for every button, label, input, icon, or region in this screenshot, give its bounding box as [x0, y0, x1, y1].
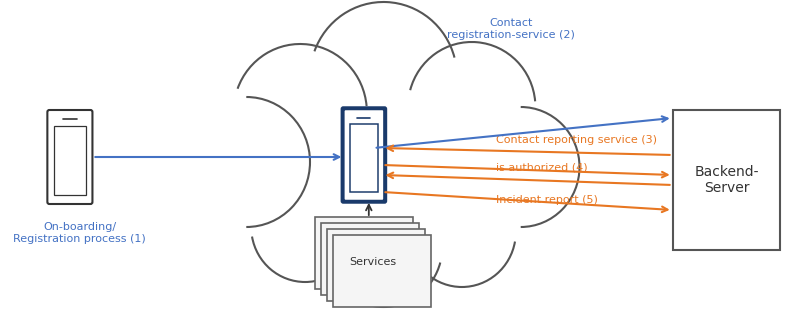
FancyBboxPatch shape	[343, 109, 385, 201]
Bar	[54, 126, 86, 195]
Bar	[333, 235, 430, 307]
Text: Backend-
Server: Backend- Server	[694, 165, 758, 195]
Text: Contact
registration-service (2): Contact registration-service (2)	[447, 18, 575, 40]
Bar	[315, 217, 413, 289]
Bar	[321, 223, 418, 295]
Bar	[673, 110, 781, 250]
Text: On-boarding/
Registration process (1): On-boarding/ Registration process (1)	[14, 222, 146, 244]
Text: Contact reporting service (3): Contact reporting service (3)	[496, 135, 658, 145]
Bar	[350, 124, 378, 192]
Text: is authorized (4): is authorized (4)	[496, 163, 588, 173]
Text: Services: Services	[349, 257, 396, 267]
Bar	[326, 229, 425, 301]
Text: Incident report (5): Incident report (5)	[496, 195, 598, 205]
FancyBboxPatch shape	[47, 110, 93, 204]
